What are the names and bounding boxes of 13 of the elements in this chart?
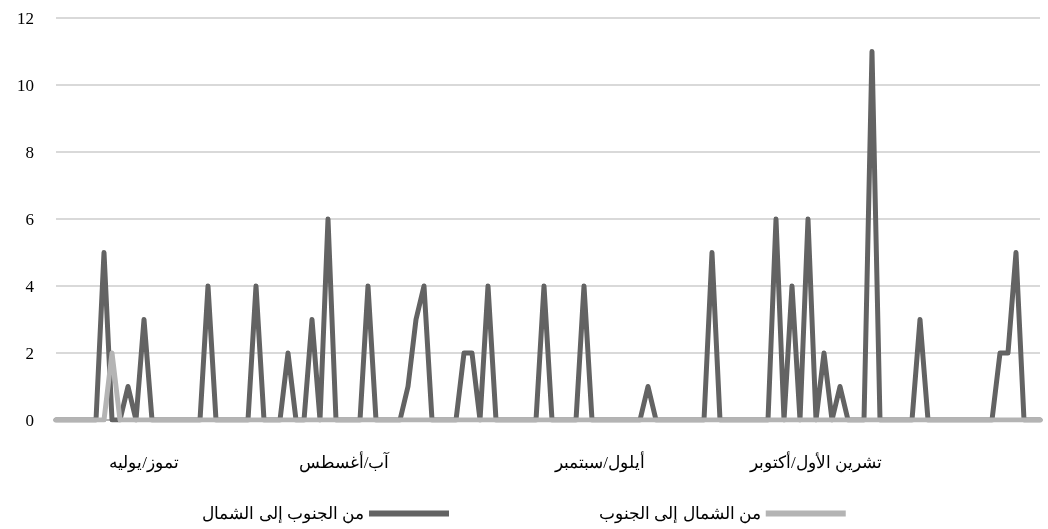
legend-label: من الجنوب إلى الشمال xyxy=(202,504,364,524)
y-tick-label: 2 xyxy=(25,343,34,363)
x-tick-label: أيلول/سبتمبر xyxy=(554,451,645,473)
y-tick-label: 4 xyxy=(25,276,35,296)
y-tick-label: 10 xyxy=(17,75,34,95)
x-tick-label: آب/أغسطس xyxy=(298,451,391,473)
y-tick-label: 8 xyxy=(25,142,34,162)
y-tick-label: 6 xyxy=(25,209,34,229)
legend-label: من الشمال إلى الجنوب xyxy=(599,504,761,524)
x-tick-label: تموز/يوليه xyxy=(109,453,179,473)
x-tick-label: تشرين الأول/أكتوبر xyxy=(749,451,882,473)
y-tick-label: 12 xyxy=(17,8,34,28)
y-tick-label: 0 xyxy=(25,410,34,430)
